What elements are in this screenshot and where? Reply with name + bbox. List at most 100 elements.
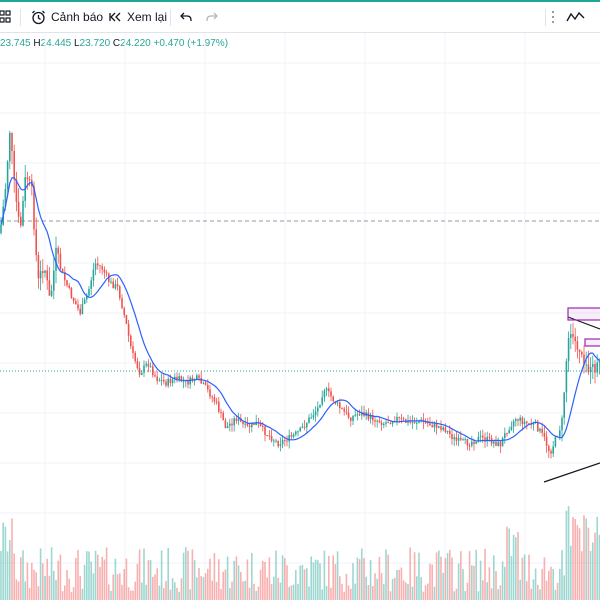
- candle-body: [559, 430, 561, 437]
- volume-bar: [594, 532, 596, 600]
- volume-bar: [312, 562, 315, 600]
- volume-bar: [391, 578, 394, 600]
- volume-bar: [110, 591, 112, 600]
- alert-button[interactable]: Cảnh báo: [31, 2, 103, 32]
- candle-body: [200, 377, 202, 384]
- volume-bar: [383, 584, 385, 600]
- volume-bar: [187, 550, 189, 600]
- volume-bar: [220, 589, 222, 600]
- support-trend-line[interactable]: [543, 462, 600, 483]
- highlight-rectangle-upper[interactable]: [567, 307, 600, 321]
- replay-icon: [109, 11, 122, 23]
- candle-body: [354, 414, 356, 416]
- redo-button[interactable]: [206, 2, 218, 32]
- volume-bar: [55, 580, 57, 600]
- volume-bar: [369, 560, 372, 600]
- candle-body: [202, 382, 205, 384]
- candle-body: [504, 433, 506, 438]
- volume-bar: [504, 566, 506, 600]
- candle-body: [33, 186, 35, 230]
- candle-body: [565, 361, 568, 393]
- candle-body: [468, 445, 471, 447]
- redo-arrow-icon: [206, 11, 218, 23]
- indicators-button[interactable]: [566, 2, 586, 32]
- toolbar-drag-handle[interactable]: [551, 2, 555, 32]
- volume-bar: [270, 584, 273, 600]
- candle-body: [35, 229, 37, 256]
- volume-bar: [354, 583, 356, 600]
- volume-bar: [574, 519, 576, 600]
- volume-bar: [154, 574, 156, 600]
- volume-bar: [343, 591, 345, 600]
- candle-body: [0, 224, 2, 233]
- candle-body: [319, 404, 321, 408]
- candle-body: [83, 299, 86, 304]
- candle-body: [196, 375, 198, 380]
- candle-body: [20, 216, 22, 226]
- volume-bar: [499, 585, 502, 600]
- candle-body: [389, 422, 392, 424]
- volume-bar: [6, 551, 9, 600]
- candle-body: [519, 417, 521, 421]
- volume-bar: [466, 582, 469, 600]
- candle-body: [464, 439, 466, 441]
- price-chart[interactable]: [0, 33, 600, 600]
- candle-body: [248, 425, 251, 428]
- candle-body: [440, 426, 442, 430]
- highlight-rectangle-lower[interactable]: [584, 338, 600, 347]
- candle-body: [495, 441, 497, 446]
- candle-body: [383, 423, 385, 425]
- toolbar-separator: [170, 9, 171, 26]
- volume-bar: [567, 506, 570, 600]
- volume-bar: [418, 552, 420, 600]
- volume-bar: [156, 568, 158, 600]
- candle-body: [488, 436, 491, 438]
- candle-body: [471, 441, 473, 446]
- volume-bar: [589, 551, 592, 600]
- volume-bar: [310, 556, 312, 600]
- candle-body: [583, 354, 585, 365]
- undo-button[interactable]: [180, 2, 192, 32]
- volume-bar: [378, 556, 381, 600]
- candle-body: [449, 430, 451, 435]
- candle-body: [235, 418, 238, 421]
- resistance-trend-line[interactable]: [567, 316, 600, 330]
- volume-bar: [9, 540, 11, 600]
- volume-bar: [165, 581, 167, 600]
- candle-body: [407, 421, 409, 423]
- candle-body: [154, 375, 156, 377]
- candle-body: [240, 418, 242, 422]
- volume-bar: [479, 560, 482, 600]
- volume-bar: [88, 551, 90, 600]
- candle-body: [50, 290, 53, 296]
- volume-bar: [72, 587, 75, 600]
- candle-body: [123, 308, 125, 316]
- volume-bar: [237, 565, 240, 600]
- candle-body: [64, 272, 66, 281]
- candle-body: [501, 438, 504, 447]
- candle-body: [163, 379, 165, 382]
- volume-bar: [116, 574, 119, 600]
- volume-bar: [240, 571, 242, 600]
- layout-button[interactable]: [0, 2, 12, 32]
- candle-body: [508, 429, 510, 434]
- replay-button[interactable]: Xem lại: [109, 2, 167, 32]
- candle-body: [475, 442, 477, 444]
- volume-bar: [552, 569, 554, 600]
- volume-bar: [268, 557, 271, 600]
- candle-body: [358, 414, 361, 416]
- volume-bar: [301, 564, 304, 600]
- candle-body: [136, 361, 139, 369]
- candle-body: [176, 376, 178, 380]
- candle-body: [378, 420, 381, 423]
- volume-bar: [345, 573, 348, 600]
- candle-body: [92, 269, 95, 281]
- candle-body: [222, 412, 224, 421]
- volume-bar: [398, 569, 400, 600]
- candle-body: [97, 263, 99, 266]
- volume-bar: [61, 591, 64, 600]
- volume-bar: [323, 550, 326, 600]
- toolbar-separator: [20, 9, 21, 26]
- candle-body: [413, 422, 416, 424]
- volume-bar: [39, 548, 42, 600]
